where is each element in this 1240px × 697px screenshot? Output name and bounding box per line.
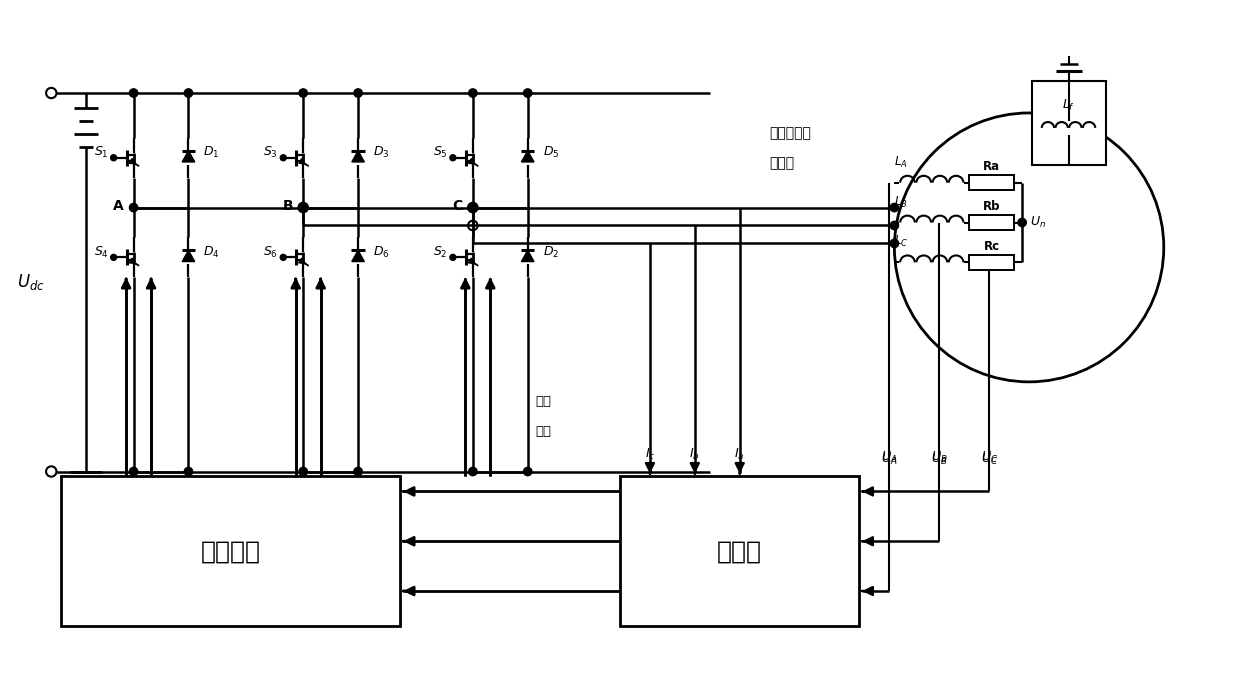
Circle shape [129, 467, 138, 475]
Circle shape [469, 89, 477, 97]
Text: 控制器: 控制器 [717, 539, 763, 563]
Circle shape [1018, 218, 1027, 227]
Text: Ra: Ra [983, 160, 1001, 173]
Polygon shape [522, 250, 534, 261]
Text: $L_A$: $L_A$ [894, 155, 908, 169]
Text: $L_B$: $L_B$ [894, 194, 908, 210]
Text: $U_n$: $U_n$ [1030, 215, 1047, 230]
Circle shape [185, 89, 192, 97]
Circle shape [469, 467, 477, 475]
Circle shape [299, 204, 308, 212]
Text: $D_1$: $D_1$ [203, 145, 219, 160]
Text: $U_C$: $U_C$ [981, 452, 998, 466]
Circle shape [299, 467, 308, 475]
Bar [1032, 81, 1106, 165]
Text: $U_B$: $U_B$ [931, 452, 947, 466]
Polygon shape [352, 151, 365, 162]
Bar [61, 477, 401, 626]
Text: $D_6$: $D_6$ [373, 245, 389, 260]
Text: $S_3$: $S_3$ [263, 145, 278, 160]
Text: $I_b$: $I_b$ [689, 447, 701, 461]
Text: B: B [283, 199, 293, 213]
Text: $U_A$: $U_A$ [882, 450, 898, 464]
Bar [620, 477, 859, 626]
Text: $U_A$: $U_A$ [882, 452, 898, 466]
Bar [970, 255, 1014, 270]
Text: C: C [453, 199, 463, 213]
Circle shape [890, 239, 899, 247]
Text: $L_C$: $L_C$ [894, 234, 909, 250]
Text: $S_2$: $S_2$ [433, 245, 448, 260]
Text: 驱动: 驱动 [536, 395, 552, 408]
Text: 信号: 信号 [536, 425, 552, 438]
Text: 驱动电路: 驱动电路 [201, 539, 260, 563]
Circle shape [110, 254, 117, 261]
Text: 极电机: 极电机 [770, 155, 795, 170]
Bar [970, 215, 1014, 230]
Circle shape [353, 89, 362, 97]
Text: $I_a$: $I_a$ [734, 447, 745, 461]
Circle shape [280, 155, 286, 161]
Polygon shape [182, 250, 195, 261]
Text: 电励磁双凸: 电励磁双凸 [770, 126, 811, 140]
Text: $U_B$: $U_B$ [931, 450, 947, 464]
Text: A: A [113, 199, 124, 213]
Text: $D_2$: $D_2$ [543, 245, 559, 260]
Circle shape [110, 155, 117, 161]
Polygon shape [182, 151, 195, 162]
Circle shape [185, 467, 192, 475]
Text: $D_5$: $D_5$ [543, 145, 559, 160]
Text: $S_1$: $S_1$ [94, 145, 109, 160]
Circle shape [469, 204, 477, 212]
Polygon shape [352, 250, 365, 261]
Bar [970, 175, 1014, 190]
Text: $D_4$: $D_4$ [203, 245, 219, 260]
Text: $S_6$: $S_6$ [263, 245, 278, 260]
Text: Rc: Rc [983, 240, 999, 253]
Text: $S_5$: $S_5$ [433, 145, 448, 160]
Circle shape [129, 89, 138, 97]
Text: $D_3$: $D_3$ [373, 145, 389, 160]
Polygon shape [522, 151, 534, 162]
Text: $U_C$: $U_C$ [981, 450, 998, 464]
Circle shape [129, 204, 138, 212]
Text: Rb: Rb [983, 200, 1001, 213]
Circle shape [890, 222, 899, 230]
Circle shape [299, 89, 308, 97]
Circle shape [450, 155, 456, 161]
Circle shape [353, 467, 362, 475]
Circle shape [523, 467, 532, 475]
Circle shape [523, 89, 532, 97]
Text: $L_f$: $L_f$ [1063, 98, 1075, 113]
Text: $I_c$: $I_c$ [645, 447, 655, 461]
Text: $S_4$: $S_4$ [94, 245, 109, 260]
Text: $U_{dc}$: $U_{dc}$ [17, 273, 45, 292]
Circle shape [890, 204, 899, 212]
Circle shape [450, 254, 456, 261]
Circle shape [280, 254, 286, 261]
